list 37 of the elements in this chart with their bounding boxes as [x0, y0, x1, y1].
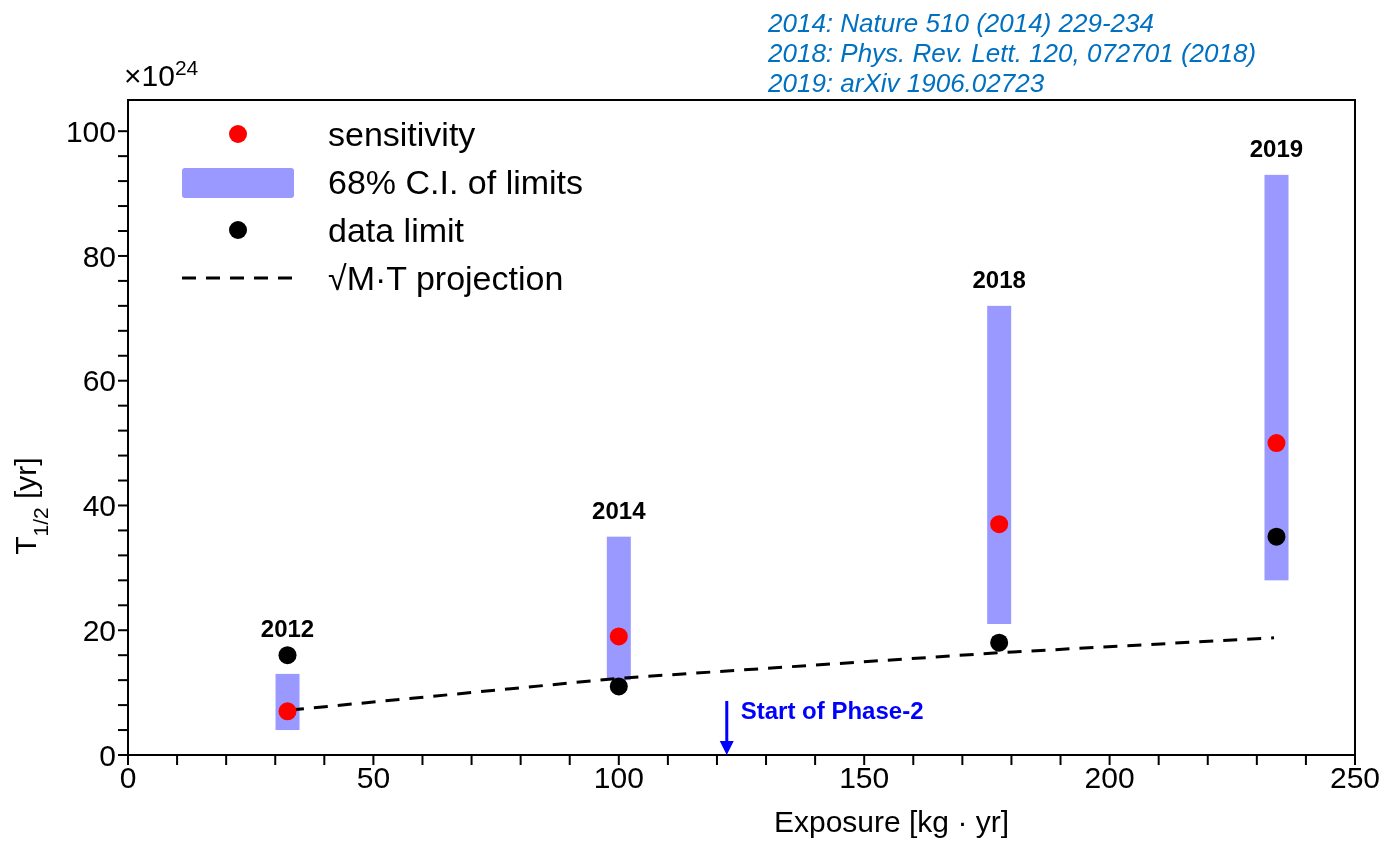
legend-label: √M·T projection — [328, 258, 564, 298]
x-tick-label: 100 — [593, 761, 644, 795]
ref-line-label: Start of Phase-2 — [740, 697, 924, 724]
x-tick-label: 0 — [119, 761, 137, 795]
bar — [606, 536, 631, 681]
x-tick-label: 200 — [1084, 761, 1135, 795]
point — [1267, 527, 1286, 546]
x-axis-title: Exposure [kg · yr] — [773, 805, 1010, 838]
y-tick-label: 80 — [82, 239, 116, 273]
point — [990, 515, 1009, 534]
legend-label: 68% C.I. of limits — [328, 162, 584, 202]
point — [990, 633, 1009, 652]
annotation: 2014 — [592, 497, 647, 525]
point — [609, 627, 628, 646]
y-tick-label: 20 — [82, 613, 116, 647]
bar — [987, 305, 1012, 624]
x-tick-label: 250 — [1329, 761, 1381, 795]
y-tick-label: 40 — [82, 489, 116, 523]
legend-label: data limit — [328, 210, 465, 250]
y-tick-label: 0 — [99, 738, 116, 772]
point — [609, 677, 628, 696]
bar — [1264, 174, 1289, 581]
point — [278, 646, 297, 665]
text: 2019: arXiv 1906.02723 — [768, 68, 1046, 98]
x-tick-label: 150 — [839, 761, 890, 795]
legend-label: sensitivity — [328, 114, 476, 154]
point — [1267, 434, 1286, 453]
text: ×10$^{24}$ — [124, 55, 199, 92]
annotation: 2018 — [972, 266, 1026, 294]
y-tick-label: 100 — [65, 114, 116, 148]
text: 2018: Phys. Rev. Lett. 120, 072701 (2018) — [768, 38, 1257, 68]
annotation: 2012 — [260, 615, 315, 643]
annotation: 2019 — [1249, 135, 1304, 163]
point — [278, 702, 297, 721]
text: 2014: Nature 510 (2014) 229-234 — [768, 8, 1155, 38]
y-tick-label: 60 — [82, 364, 116, 398]
x-tick-label: 50 — [356, 761, 391, 795]
